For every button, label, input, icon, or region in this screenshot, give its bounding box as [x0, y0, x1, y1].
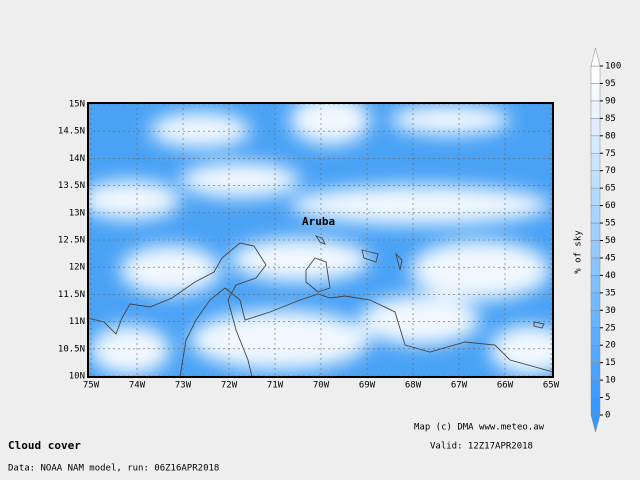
colorbar-tick-label: 60 — [605, 201, 616, 211]
colorbar-tick-label: 35 — [605, 288, 616, 298]
lon-label: 72W — [221, 381, 238, 391]
colorbar-tick-label: 20 — [605, 341, 616, 351]
colorbar-tick-label: 55 — [605, 219, 616, 229]
colorbar-top — [590, 47, 601, 67]
lon-label: 69W — [359, 381, 376, 391]
colorbar-tick-label: 40 — [605, 271, 616, 281]
colorbar-tick-label: 70 — [605, 166, 616, 176]
colorbar-tick-label: 25 — [605, 323, 616, 333]
colorbar-tick-label: 30 — [605, 306, 616, 316]
colorbar-swatch — [590, 362, 601, 381]
lat-label: 11.5N — [58, 290, 85, 300]
lat-label: 12N — [69, 263, 85, 273]
colorbar-swatch — [590, 379, 601, 398]
map-frame — [87, 102, 554, 378]
colorbar-tick-label: 75 — [605, 149, 616, 159]
colorbar-label: % of sky — [574, 230, 584, 274]
lon-label: 70W — [313, 381, 330, 391]
colorbar-swatch — [590, 100, 601, 119]
colorbar-tick-label: 90 — [605, 96, 616, 106]
colorbar-swatch — [590, 344, 601, 363]
colorbar-tick-label: 95 — [605, 79, 616, 89]
colorbar-tick-label: 85 — [605, 114, 616, 124]
colorbar-swatch — [590, 292, 601, 311]
lon-label: 65W — [543, 381, 560, 391]
colorbar-bottom — [590, 414, 601, 433]
colorbar-tick-label: 0 — [605, 411, 610, 421]
lat-label: 14.5N — [58, 127, 85, 137]
lat-label: 10N — [69, 372, 85, 382]
colorbar-swatch — [590, 310, 601, 328]
colorbar-swatch — [590, 118, 601, 137]
colorbar-tick-label: 65 — [605, 184, 616, 194]
title: Cloud cover — [8, 439, 81, 452]
colorbar-swatch — [590, 187, 601, 206]
colorbar-swatch — [590, 257, 601, 276]
colorbar-tick-label: 15 — [605, 358, 616, 368]
cloud-field — [88, 103, 553, 377]
lon-label: 73W — [175, 381, 192, 391]
colorbar-swatch — [590, 205, 601, 224]
colorbar-swatch — [590, 135, 601, 154]
colorbar-swatch — [590, 327, 601, 346]
colorbar-swatch — [590, 240, 601, 259]
colorbar-tick-label: 80 — [605, 131, 616, 141]
colorbar-tick-label: 50 — [605, 236, 616, 246]
lon-label: 75W — [83, 381, 100, 391]
lat-label: 12.5N — [58, 236, 85, 246]
colorbar-swatch — [590, 65, 601, 84]
colorbar-tick-label: 45 — [605, 253, 616, 263]
lat-label: 10.5N — [58, 344, 85, 354]
colorbar-swatch — [590, 222, 601, 241]
lat-label: 15N — [69, 100, 85, 110]
colorbar-tick-label: 5 — [605, 393, 610, 403]
lat-label: 13N — [69, 208, 85, 218]
colorbar-swatch — [590, 275, 601, 294]
colorbar-tick-label: 10 — [605, 376, 616, 386]
lon-label: 66W — [497, 381, 514, 391]
colorbar-swatch — [590, 153, 601, 171]
lat-label: 13.5N — [58, 181, 85, 191]
colorbar-swatch — [590, 83, 601, 102]
source: Data: NOAA NAM model, run: 06Z16APR2018 — [8, 464, 219, 474]
credit: Map (c) DMA www.meteo.aw — [414, 423, 545, 433]
lon-label: 68W — [405, 381, 422, 391]
lat-label: 11N — [69, 317, 85, 327]
colorbar-tick-label: 100 — [605, 62, 621, 72]
colorbar-swatch — [590, 397, 601, 416]
place-label: Aruba — [302, 215, 335, 228]
valid-time: Valid: 12Z17APR2018 — [430, 442, 533, 452]
lon-label: 74W — [129, 381, 146, 391]
colorbar-swatch — [590, 170, 601, 189]
lon-label: 71W — [267, 381, 284, 391]
lat-label: 14N — [69, 154, 85, 164]
lon-label: 67W — [451, 381, 468, 391]
